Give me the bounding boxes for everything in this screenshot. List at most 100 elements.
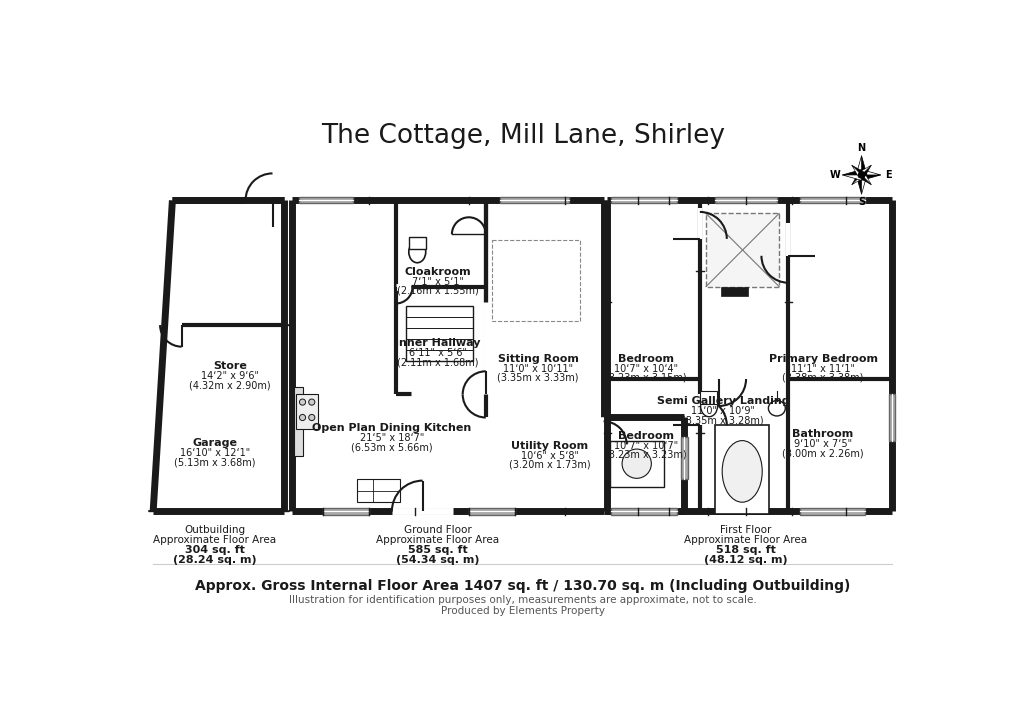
- Bar: [720, 287, 748, 296]
- Text: 10‘7" x 10‘7": 10‘7" x 10‘7": [613, 441, 678, 451]
- Bar: [889, 395, 895, 441]
- Ellipse shape: [700, 395, 716, 417]
- Polygon shape: [842, 169, 861, 175]
- Polygon shape: [861, 169, 880, 175]
- Text: Cloakroom: Cloakroom: [405, 266, 471, 276]
- Bar: [491, 240, 580, 321]
- Text: 21‘5" x 18‘7": 21‘5" x 18‘7": [360, 433, 424, 443]
- Polygon shape: [858, 165, 870, 175]
- Text: (4.32m x 2.90m): (4.32m x 2.90m): [190, 381, 271, 390]
- Circle shape: [309, 399, 315, 405]
- Ellipse shape: [409, 241, 425, 263]
- Polygon shape: [153, 325, 283, 511]
- Bar: [714, 426, 768, 514]
- Text: Open Plan Dining Kitchen: Open Plan Dining Kitchen: [312, 423, 471, 433]
- Text: 11‘0" x 10‘11": 11‘0" x 10‘11": [502, 364, 573, 374]
- Text: E: E: [884, 170, 891, 180]
- Polygon shape: [861, 172, 870, 185]
- Polygon shape: [851, 175, 863, 185]
- Text: 9‘10" x 7‘5": 9‘10" x 7‘5": [793, 439, 851, 449]
- Bar: [395, 200, 485, 287]
- Polygon shape: [861, 175, 866, 194]
- Text: Approximate Floor Area: Approximate Floor Area: [153, 535, 276, 545]
- Circle shape: [309, 415, 315, 420]
- Bar: [409, 237, 425, 249]
- Text: Garage: Garage: [192, 438, 237, 449]
- Text: (3.35m x 3.28m): (3.35m x 3.28m): [682, 415, 763, 426]
- Text: Sitting Room: Sitting Room: [497, 354, 578, 364]
- Text: (2.16m x 1.55m): (2.16m x 1.55m): [396, 286, 479, 296]
- Text: S: S: [857, 197, 864, 207]
- Bar: [297, 395, 318, 429]
- Text: (54.34 sq. m): (54.34 sq. m): [396, 555, 479, 565]
- Bar: [322, 508, 369, 515]
- Bar: [610, 508, 676, 515]
- Circle shape: [300, 415, 306, 420]
- Polygon shape: [842, 175, 861, 180]
- Text: First Floor: First Floor: [719, 526, 771, 535]
- Bar: [293, 387, 303, 456]
- Text: Produced by Elements Property: Produced by Elements Property: [440, 606, 604, 616]
- Circle shape: [300, 399, 306, 405]
- Bar: [610, 197, 676, 204]
- Text: Inner Hallway: Inner Hallway: [395, 338, 480, 348]
- Text: The Cottage, Mill Lane, Shirley: The Cottage, Mill Lane, Shirley: [320, 123, 725, 150]
- Bar: [499, 197, 569, 204]
- Polygon shape: [851, 165, 863, 175]
- Text: Approximate Floor Area: Approximate Floor Area: [376, 535, 499, 545]
- Text: 6‘11" x 5‘6": 6‘11" x 5‘6": [409, 348, 467, 359]
- Text: (5.13m x 3.68m): (5.13m x 3.68m): [174, 457, 255, 467]
- Text: (2.11m x 1.68m): (2.11m x 1.68m): [397, 357, 478, 367]
- Bar: [485, 200, 603, 418]
- Ellipse shape: [767, 400, 785, 416]
- Text: 11‘1" x 11‘1": 11‘1" x 11‘1": [791, 364, 854, 374]
- Text: 10‘7" x 10‘4": 10‘7" x 10‘4": [613, 364, 678, 374]
- Circle shape: [858, 172, 864, 178]
- Text: 585 sq. ft: 585 sq. ft: [408, 545, 468, 555]
- Text: Bedroom: Bedroom: [618, 431, 674, 441]
- Text: Bathroom: Bathroom: [792, 429, 853, 439]
- Text: (3.35m x 3.33m): (3.35m x 3.33m): [497, 373, 579, 383]
- Text: N: N: [857, 143, 865, 153]
- Text: Semi Gallery Landing: Semi Gallery Landing: [656, 396, 789, 406]
- Bar: [406, 306, 473, 361]
- Text: Illustration for identification purposes only, measurements are approximate, not: Illustration for identification purposes…: [288, 595, 756, 605]
- Text: 10‘6" x 5‘8": 10‘6" x 5‘8": [520, 451, 578, 461]
- Text: Outbuilding: Outbuilding: [184, 526, 246, 535]
- Text: Utility Room: Utility Room: [511, 441, 588, 451]
- Bar: [799, 508, 864, 515]
- Text: (3.23m x 3.15m): (3.23m x 3.15m): [604, 373, 686, 383]
- Text: 518 sq. ft: 518 sq. ft: [715, 545, 775, 555]
- Bar: [395, 287, 485, 395]
- Text: W: W: [828, 170, 840, 180]
- Text: (3.00m x 2.26m): (3.00m x 2.26m): [782, 449, 863, 459]
- Bar: [705, 213, 779, 287]
- Text: (6.53m x 5.66m): (6.53m x 5.66m): [351, 442, 432, 452]
- Polygon shape: [851, 165, 861, 178]
- Text: Bedroom: Bedroom: [618, 354, 674, 364]
- Polygon shape: [855, 156, 861, 175]
- Text: (48.12 sq. m): (48.12 sq. m): [703, 555, 787, 565]
- Bar: [714, 197, 776, 204]
- Polygon shape: [861, 156, 866, 175]
- Text: 16‘10" x 12‘1": 16‘10" x 12‘1": [179, 449, 250, 459]
- Polygon shape: [861, 165, 870, 178]
- Text: (28.24 sq. m): (28.24 sq. m): [173, 555, 257, 565]
- Polygon shape: [858, 175, 870, 185]
- Text: Approx. Gross Internal Floor Area 1407 sq. ft / 130.70 sq. m (Including Outbuild: Approx. Gross Internal Floor Area 1407 s…: [195, 579, 850, 593]
- Ellipse shape: [721, 441, 761, 502]
- Ellipse shape: [622, 449, 651, 478]
- Bar: [607, 200, 892, 511]
- Polygon shape: [172, 200, 283, 325]
- Bar: [699, 390, 716, 405]
- Bar: [799, 197, 864, 204]
- Bar: [603, 418, 684, 511]
- Polygon shape: [851, 172, 861, 185]
- Polygon shape: [861, 175, 880, 180]
- Bar: [300, 197, 353, 204]
- Text: (3.23m x 3.23m): (3.23m x 3.23m): [604, 450, 686, 460]
- Text: Ground Floor: Ground Floor: [404, 526, 472, 535]
- Text: Primary Bedroom: Primary Bedroom: [767, 354, 876, 364]
- Text: (3.20m x 1.73m): (3.20m x 1.73m): [508, 460, 590, 470]
- Text: (3.38m x 3.38m): (3.38m x 3.38m): [782, 373, 863, 383]
